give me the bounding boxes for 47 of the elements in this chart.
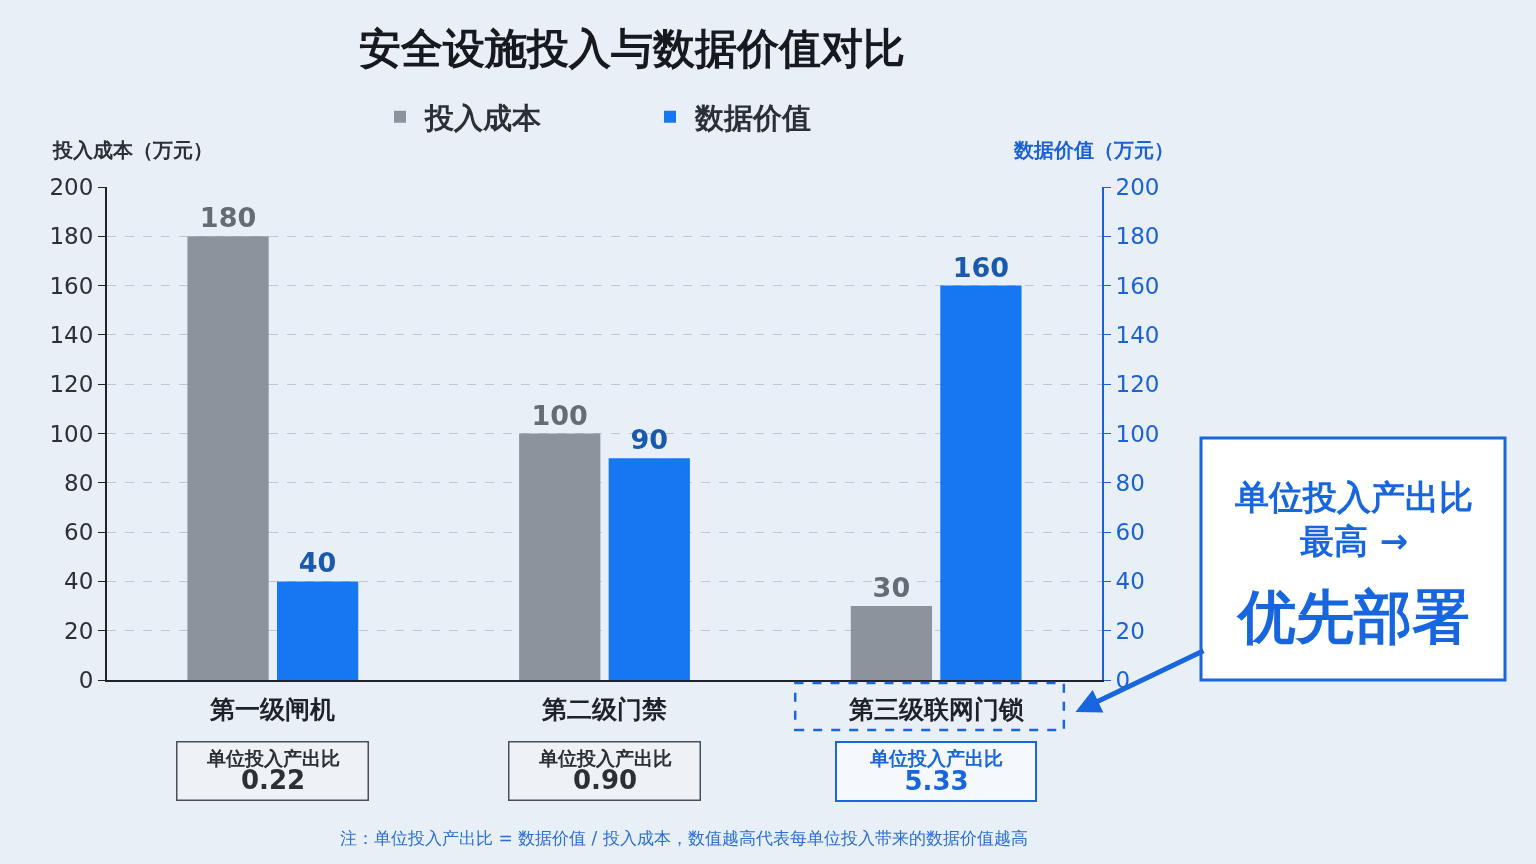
y-tick-label: 100 [49, 420, 94, 447]
data-label: 40 [298, 547, 337, 579]
text: 单位投入产出比 0.90 [537, 746, 672, 796]
x-tick-label: 第二级门禁 [541, 695, 667, 724]
bar [276, 581, 359, 680]
text: 注：单位投入产出比 = 数据价值 / 投入成本，数值越高代表每单位投入带来的数据价值越高 [340, 828, 1028, 848]
legend-label: 数据价值 [694, 101, 811, 136]
y-tick-label: 80 [64, 469, 94, 496]
legend-label: 投入成本 [424, 101, 542, 136]
text: 优先部署 [1236, 583, 1470, 651]
y2-tick-label: 40 [1115, 568, 1145, 595]
x-tick-label: 第一级闸机 [209, 695, 336, 724]
y-tick-label: 140 [49, 321, 94, 348]
data-label: 100 [531, 399, 588, 431]
bar [608, 458, 690, 680]
bar [187, 236, 269, 680]
y2-axis-title: 数据价值（万元） [1013, 138, 1174, 162]
data-label: 160 [952, 251, 1010, 283]
data-label: 90 [630, 424, 669, 456]
y2-tick-label: 100 [1115, 420, 1160, 447]
y-tick-label: 160 [49, 272, 94, 299]
text: 单位投入产出比最高 → [1234, 477, 1473, 562]
y2-tick-label: 160 [1115, 272, 1160, 299]
x-tick-label: 第三级联网门锁 [847, 695, 1024, 724]
y2-tick-label: 60 [1115, 519, 1145, 546]
y2-tick-label: 180 [1115, 223, 1160, 250]
y2-tick-label: 140 [1115, 321, 1160, 348]
y2-tick-label: 120 [1115, 371, 1160, 398]
y-tick-label: 20 [64, 617, 94, 644]
y2-tick-label: 20 [1115, 617, 1145, 644]
bar [519, 433, 601, 680]
text: 单位投入产出比 5.33 [869, 747, 1003, 796]
y-tick-label: 40 [64, 568, 94, 595]
data-label: 180 [199, 202, 257, 234]
bar [850, 606, 933, 680]
y2-tick-label: 80 [1115, 469, 1145, 496]
y2-tick-label: 200 [1115, 174, 1160, 201]
chart-title: 安全设施投入与数据价值对比 [359, 23, 905, 73]
y-tick-label: 0 [78, 667, 94, 694]
bar [940, 285, 1022, 680]
y-axis-title: 投入成本（万元） [52, 138, 213, 162]
y-tick-label: 60 [64, 519, 94, 546]
text: 单位投入产出比 0.22 [205, 746, 340, 796]
y-tick-label: 180 [49, 223, 94, 250]
y-tick-label: 120 [49, 371, 94, 398]
y-tick-label: 200 [49, 174, 94, 201]
data-label: 30 [872, 572, 911, 604]
